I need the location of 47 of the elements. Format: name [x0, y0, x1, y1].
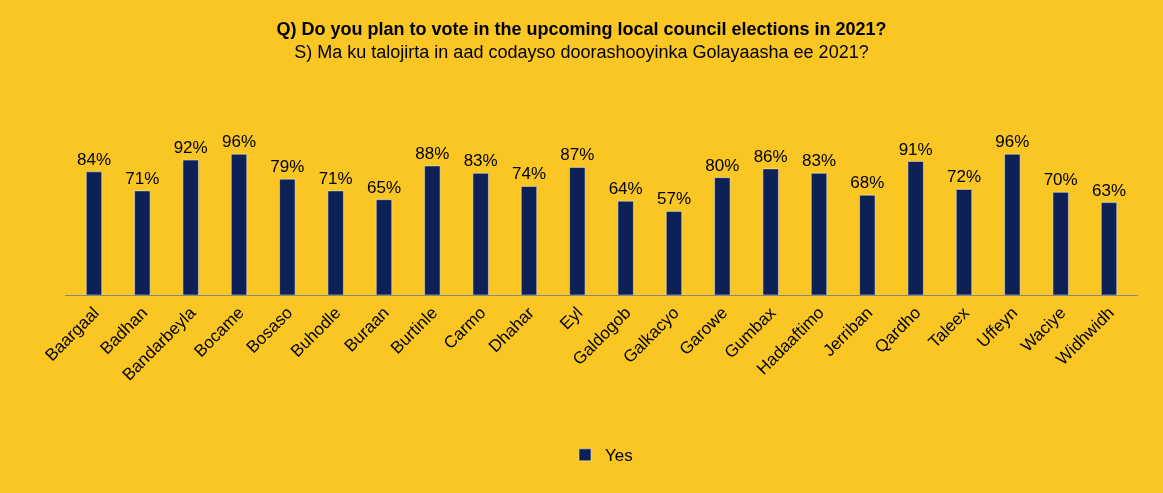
bar: [279, 178, 296, 295]
data-label: 72%: [946, 167, 982, 187]
bar: [907, 161, 924, 295]
data-label: 80%: [705, 155, 740, 175]
data-label: 96%: [221, 132, 257, 152]
bar: [424, 165, 441, 295]
data-label: 63%: [1091, 180, 1127, 200]
bar: [376, 199, 392, 295]
bar: [956, 189, 972, 295]
data-label: 68%: [850, 173, 885, 193]
bar: [1052, 192, 1069, 295]
bar: [86, 171, 102, 295]
bar: [617, 200, 634, 295]
data-label: 79%: [270, 157, 305, 177]
legend-label: Yes: [605, 446, 633, 466]
data-label: 84%: [76, 149, 112, 169]
data-label: 91%: [898, 139, 933, 159]
chart-subtitle: S) Ma ku talojirta in aad codayso doorashooyinka Golayaasha ee 2021?: [294, 41, 869, 62]
bar: [714, 177, 731, 295]
bar: [569, 167, 586, 295]
data-label: 83%: [463, 151, 498, 171]
bar: [1004, 153, 1021, 295]
bar: [521, 186, 537, 295]
bar: [134, 190, 151, 295]
data-label: 87%: [560, 145, 595, 165]
data-label: 88%: [415, 143, 450, 163]
data-label: 86%: [753, 146, 788, 166]
data-label: 57%: [656, 189, 692, 209]
bar: [231, 153, 247, 295]
chart-title: Q) Do you plan to vote in the upcoming local council elections in 2021?: [276, 18, 887, 39]
data-label: 71%: [318, 168, 353, 188]
bar: [859, 195, 876, 295]
bar: [1101, 202, 1117, 295]
bar: [762, 168, 779, 295]
bar: [327, 190, 344, 295]
data-label: 64%: [608, 179, 643, 199]
bar: [472, 173, 489, 295]
data-label: 83%: [801, 151, 837, 171]
data-label: 74%: [511, 164, 547, 184]
bar: [666, 211, 682, 295]
data-label: 96%: [995, 132, 1030, 152]
bar: [182, 159, 199, 295]
data-label: 71%: [125, 168, 160, 188]
data-label: 92%: [173, 138, 208, 158]
data-label: 65%: [366, 177, 402, 197]
bar: [811, 173, 827, 295]
data-label: 70%: [1043, 170, 1078, 190]
